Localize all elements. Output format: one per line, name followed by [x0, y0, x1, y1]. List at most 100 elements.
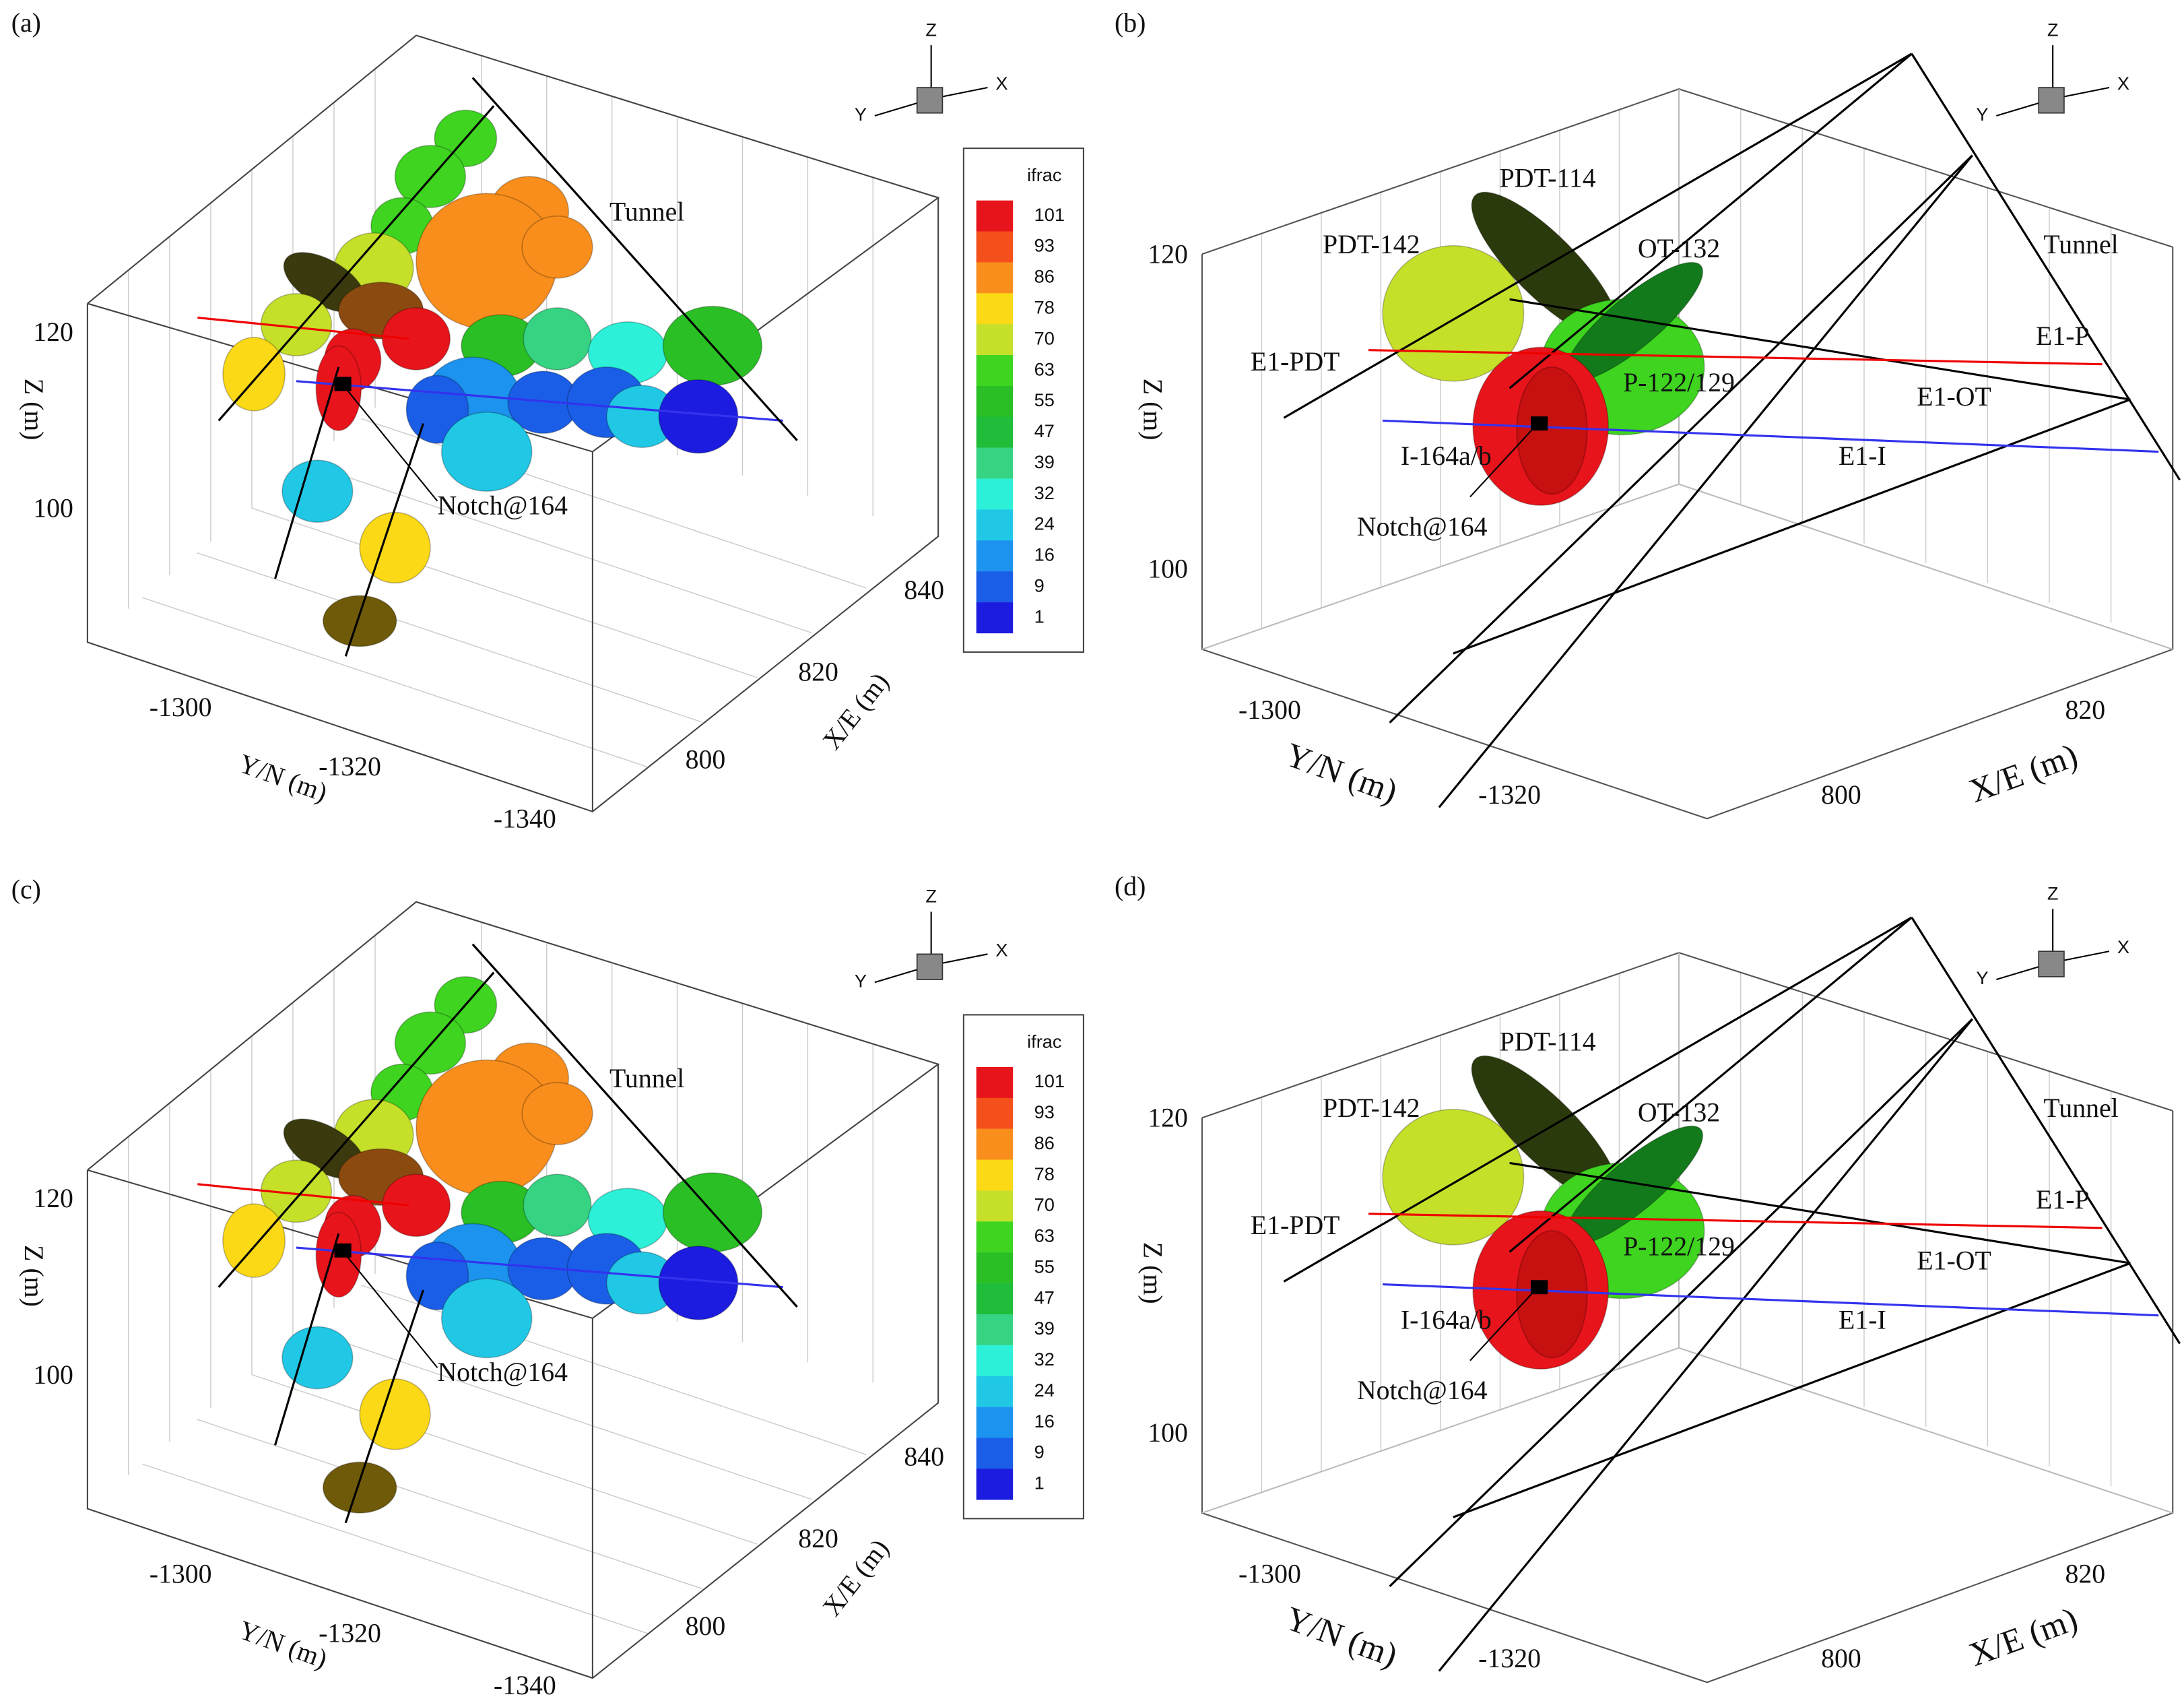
- legend-swatch: [976, 540, 1014, 572]
- borehole: [1438, 1018, 1973, 1672]
- grid-line: [306, 1329, 812, 1500]
- z-tick-label: 120: [1148, 240, 1188, 269]
- notch: [1531, 1280, 1548, 1295]
- fracture: [322, 595, 397, 647]
- legend-label: 9: [1034, 1442, 1045, 1462]
- triad-label: Y: [855, 104, 867, 125]
- legend-label: 55: [1034, 1256, 1055, 1277]
- y-tick-label: -1300: [150, 693, 212, 722]
- triad-cube: [916, 953, 944, 980]
- z-tick-label: 100: [33, 494, 73, 523]
- z-tick-label: 120: [33, 317, 73, 347]
- legend-swatch: [976, 1314, 1014, 1346]
- annotation: PDT-142: [1323, 1093, 1420, 1123]
- x-tick-label: 800: [1821, 1644, 1861, 1673]
- legend-swatch: [976, 447, 1014, 479]
- panel: (b) PDT-114 PDT-142 OT-132 Tunnel E1-PDT E1-P P…: [1115, 8, 2181, 820]
- legend-label: 86: [1034, 1132, 1055, 1153]
- borehole: [1283, 53, 1913, 419]
- fracture: [222, 1203, 286, 1278]
- legend-label: 63: [1034, 358, 1055, 379]
- legend-swatch: [976, 385, 1014, 417]
- leader: [345, 1254, 438, 1368]
- x-tick-label: 840: [904, 575, 944, 605]
- grid-line: [306, 463, 812, 634]
- borehole: [1509, 916, 1913, 1253]
- legend-label: 24: [1034, 513, 1055, 534]
- legend-swatch: [976, 416, 1014, 448]
- legend-label: 70: [1034, 1194, 1055, 1215]
- legend-swatch: [976, 231, 1014, 263]
- annotation: I-164a/b: [1401, 441, 1492, 471]
- legend-label: 63: [1034, 1225, 1055, 1246]
- borehole: [274, 1233, 340, 1446]
- annotation: Notch@164: [1357, 1376, 1488, 1405]
- legend-label: 70: [1034, 327, 1055, 348]
- annotation: PDT-114: [1500, 1027, 1596, 1057]
- legend-label: 16: [1034, 544, 1055, 565]
- z-axis-label: Z (m): [19, 379, 48, 441]
- fracture: [440, 412, 533, 492]
- panel: (a) Tunnel Notch@164 120 100 Z (m) -1300 -1320 -…: [11, 8, 1084, 834]
- legend-swatch: [976, 293, 1014, 325]
- tunnel: [1911, 53, 2181, 481]
- legend-label: 47: [1034, 420, 1055, 441]
- annotation: OT-132: [1638, 234, 1720, 263]
- legend-swatch: [976, 262, 1014, 294]
- legend-label: 78: [1034, 296, 1055, 317]
- grid-line: [251, 1374, 758, 1545]
- triad-label: Z: [2047, 19, 2059, 40]
- fracture: [282, 1326, 354, 1390]
- borehole: [1389, 1018, 1973, 1588]
- grid-line: [142, 1463, 648, 1634]
- borehole: [1453, 1262, 2131, 1518]
- legend-label: 86: [1034, 266, 1055, 287]
- borehole: [1389, 154, 1973, 723]
- legend-swatch: [976, 1221, 1014, 1253]
- annotation: E1-P: [2036, 321, 2090, 351]
- legend-swatch: [976, 1376, 1014, 1407]
- fracture: [523, 307, 592, 371]
- x-tick-label: 800: [686, 1611, 726, 1641]
- borehole: [218, 105, 495, 422]
- annotation: Tunnel: [2043, 1093, 2118, 1123]
- legend-title: ifrac: [1027, 1031, 1061, 1052]
- fracture: [1382, 1108, 1525, 1246]
- annotation: E1-OT: [1917, 1246, 1991, 1275]
- well: [296, 1246, 783, 1289]
- triad-cube: [2038, 951, 2065, 977]
- fracture: [394, 1011, 467, 1075]
- x-tick-label: 840: [904, 1442, 944, 1471]
- fracture: [381, 1173, 451, 1237]
- z-axis-label: Z (m): [1137, 1242, 1167, 1304]
- legend-label: 1: [1034, 606, 1045, 626]
- legend-swatch: [976, 200, 1014, 232]
- annotation: E1-OT: [1917, 382, 1991, 412]
- legend-swatch: [976, 1407, 1014, 1438]
- tunnel: [471, 943, 798, 1308]
- well: [296, 380, 783, 422]
- panel-label: (b): [1115, 8, 1146, 38]
- annotation: Tunnel: [2043, 230, 2118, 259]
- legend-label: 32: [1034, 482, 1055, 503]
- fracture: [521, 1082, 593, 1145]
- fracture: [1516, 366, 1588, 495]
- well: [1368, 349, 2103, 366]
- leader: [1469, 422, 1539, 498]
- borehole: [1453, 398, 2131, 655]
- legend-swatch: [976, 1190, 1014, 1222]
- panel-label: (d): [1115, 872, 1146, 901]
- x-axis-label: X/E (m): [1964, 1600, 2082, 1673]
- annotation: Notch@164: [437, 490, 568, 520]
- legend-swatch: [976, 355, 1014, 387]
- z-tick-label: 100: [33, 1360, 73, 1390]
- annotation: P-122/129: [1623, 1231, 1735, 1261]
- panel-label: (a): [11, 8, 41, 38]
- triad-label: Z: [925, 886, 937, 907]
- legend-label: 101: [1034, 1070, 1065, 1091]
- tunnel: [471, 77, 798, 441]
- legend-label: 9: [1034, 575, 1045, 596]
- grid-line: [197, 1419, 702, 1590]
- grid-line: [142, 597, 648, 768]
